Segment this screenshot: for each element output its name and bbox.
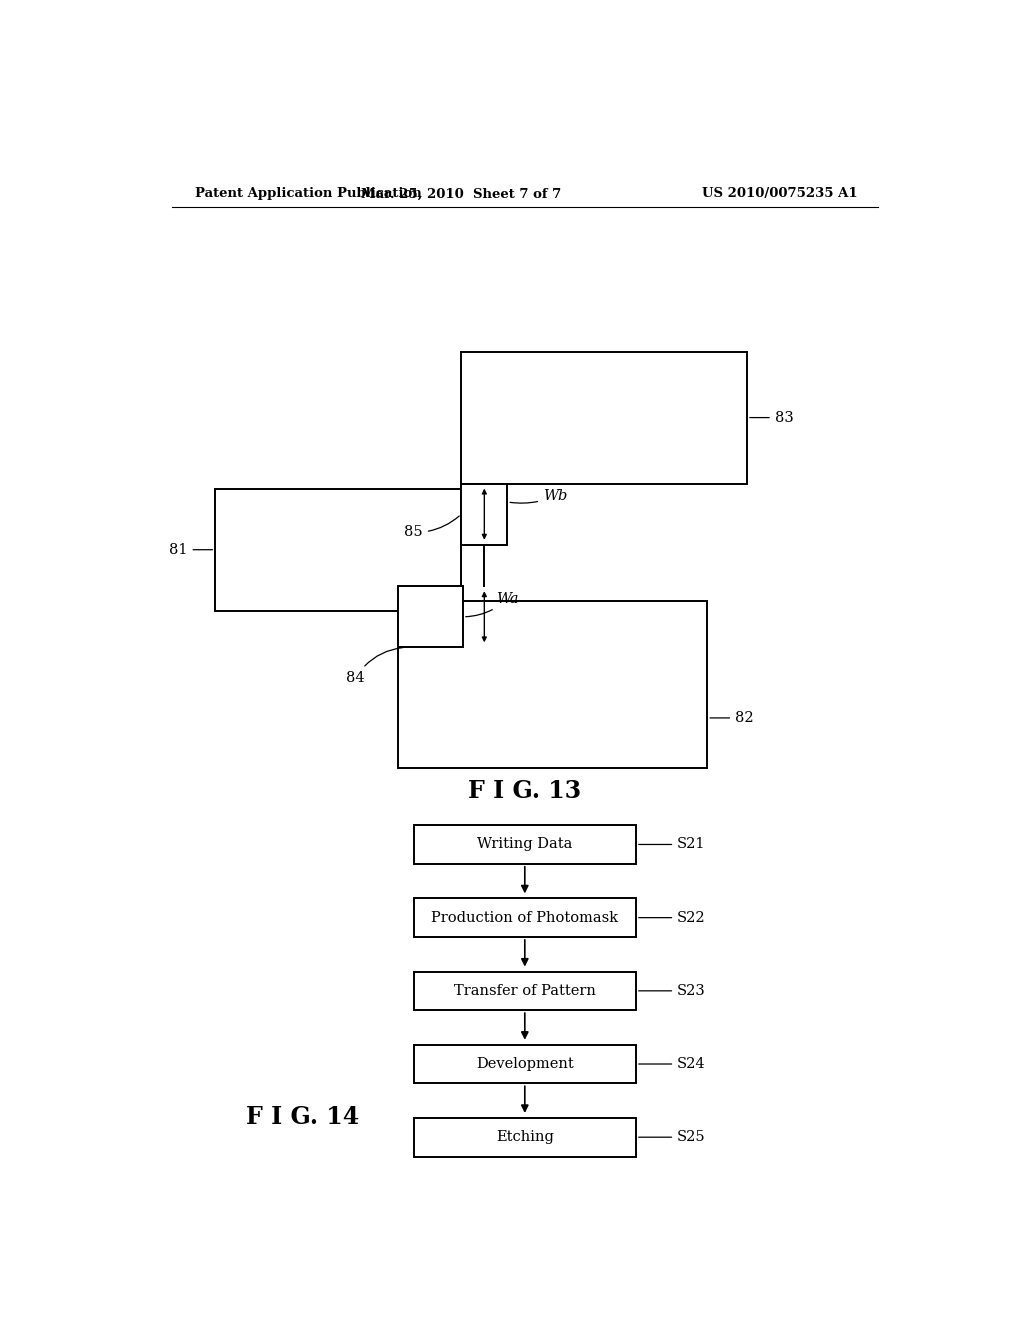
- Text: Patent Application Publication: Patent Application Publication: [196, 187, 422, 201]
- Bar: [461, 351, 748, 483]
- Text: US 2010/0075235 A1: US 2010/0075235 A1: [702, 187, 858, 201]
- Text: Writing Data: Writing Data: [477, 837, 572, 851]
- Bar: [414, 972, 636, 1010]
- Bar: [414, 1118, 636, 1156]
- Bar: [215, 488, 461, 611]
- Text: 82: 82: [710, 711, 754, 725]
- Text: S22: S22: [639, 911, 706, 924]
- Bar: [397, 586, 463, 647]
- Text: F I G. 13: F I G. 13: [468, 779, 582, 803]
- Text: Production of Photomask: Production of Photomask: [431, 911, 618, 924]
- Text: 83: 83: [750, 411, 794, 425]
- Bar: [414, 899, 636, 937]
- Text: S25: S25: [639, 1130, 706, 1144]
- Bar: [461, 483, 507, 545]
- Text: Transfer of Pattern: Transfer of Pattern: [454, 983, 596, 998]
- Text: Wb: Wb: [510, 488, 567, 503]
- Text: Mar. 25, 2010  Sheet 7 of 7: Mar. 25, 2010 Sheet 7 of 7: [361, 187, 561, 201]
- Bar: [414, 1044, 636, 1084]
- Text: S21: S21: [639, 837, 706, 851]
- Text: 85: 85: [404, 516, 459, 540]
- Text: 84: 84: [346, 648, 403, 685]
- Bar: [397, 601, 708, 768]
- Text: Development: Development: [476, 1057, 573, 1071]
- Text: S23: S23: [639, 983, 706, 998]
- Text: 81: 81: [169, 543, 213, 557]
- Text: Etching: Etching: [496, 1130, 554, 1144]
- Text: Wa: Wa: [466, 591, 519, 616]
- Bar: [414, 825, 636, 863]
- Text: S24: S24: [639, 1057, 706, 1071]
- Text: F I G. 14: F I G. 14: [246, 1105, 359, 1129]
